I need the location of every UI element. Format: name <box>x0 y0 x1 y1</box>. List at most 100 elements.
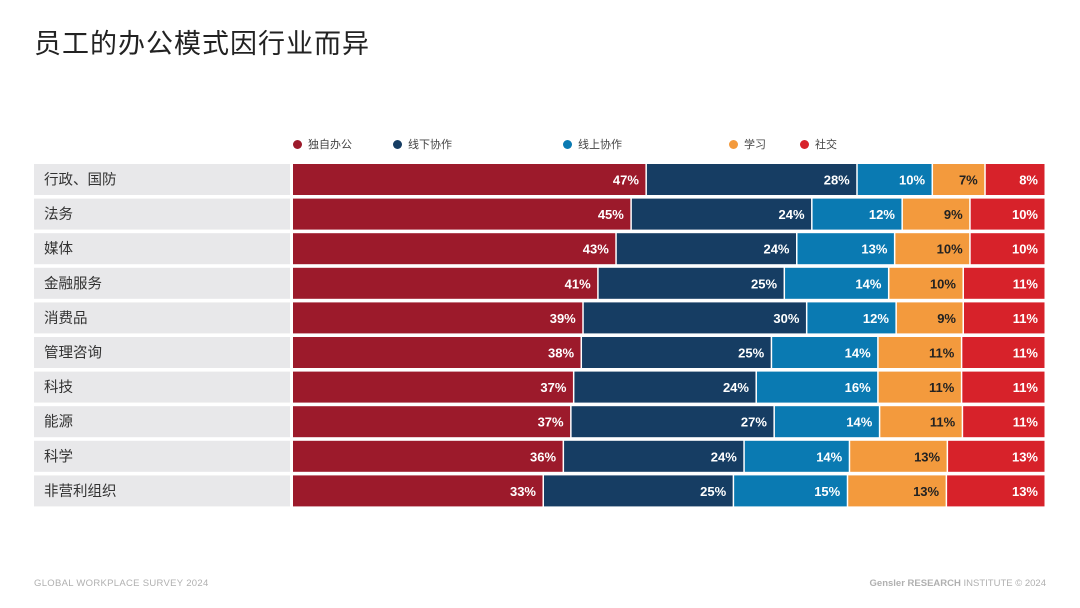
data-label: 38% <box>548 346 574 361</box>
bar-segment <box>571 406 774 438</box>
data-label: 24% <box>711 449 737 464</box>
data-label: 41% <box>565 276 591 291</box>
data-label: 30% <box>773 311 799 326</box>
category-label: 管理咨询 <box>44 345 102 362</box>
category-label: 法务 <box>44 206 73 223</box>
data-label: 43% <box>583 242 609 257</box>
bar-segment <box>895 233 970 265</box>
data-label: 15% <box>814 484 840 499</box>
legend-item-1: 线下协作 <box>393 136 452 152</box>
bar-segment <box>963 267 1045 299</box>
bar-segment <box>293 164 646 195</box>
data-label: 10% <box>937 242 963 257</box>
data-label: 11% <box>1013 415 1039 430</box>
category-label-bg <box>34 302 290 334</box>
data-label: 10% <box>899 173 925 188</box>
footer-survey-label: GLOBAL WORKPLACE SURVEY 2024 <box>34 578 209 589</box>
bar-segment <box>785 267 888 299</box>
data-label: 47% <box>613 173 639 188</box>
category-label: 媒体 <box>44 241 73 258</box>
data-label: 36% <box>530 449 556 464</box>
bar-segment <box>756 371 878 403</box>
bar-segment <box>598 267 784 299</box>
category-label: 行政、国防 <box>44 172 117 189</box>
data-label: 8% <box>1019 173 1038 188</box>
bar-segment <box>293 371 573 403</box>
data-label: 37% <box>540 380 566 395</box>
bar-segment <box>848 475 946 507</box>
legend-swatch <box>293 139 302 149</box>
category-label-bg <box>34 198 290 230</box>
data-label: 25% <box>738 346 764 361</box>
legend-swatch <box>563 139 572 149</box>
category-label-bg <box>34 475 290 507</box>
data-label: 24% <box>779 207 805 222</box>
data-label: 12% <box>869 207 895 222</box>
data-label: 25% <box>751 276 777 291</box>
data-label: 13% <box>1012 449 1038 464</box>
bar-segment <box>878 371 961 403</box>
bar-segment <box>962 337 1045 368</box>
data-label: 37% <box>538 415 564 430</box>
bar-segment <box>293 302 583 334</box>
data-label: 11% <box>929 380 955 395</box>
data-label: 45% <box>598 207 624 222</box>
bar-segment <box>734 475 847 507</box>
bar-segment <box>744 440 849 472</box>
legend-label: 线下协作 <box>408 138 452 151</box>
data-label: 10% <box>1012 242 1038 257</box>
data-label: 14% <box>845 346 871 361</box>
category-label: 能源 <box>44 414 73 431</box>
data-label: 13% <box>914 449 940 464</box>
legend-item-4: 社交 <box>800 136 837 152</box>
bar-segment <box>857 164 932 195</box>
category-label: 科学 <box>44 448 73 465</box>
bar-segment <box>970 233 1045 265</box>
data-label: 9% <box>937 311 956 326</box>
footer-brand-rest: INSTITUTE © 2024 <box>960 578 1046 589</box>
category-label-bg <box>34 406 290 438</box>
bar-segment <box>583 302 806 334</box>
data-label: 14% <box>846 415 872 430</box>
legend-label: 独自办公 <box>308 138 352 151</box>
data-label: 33% <box>510 484 536 499</box>
data-label: 11% <box>1013 276 1039 291</box>
bar-segment <box>616 233 797 265</box>
category-label-bg <box>34 440 290 472</box>
bar-segment <box>933 164 985 195</box>
data-label: 7% <box>959 173 978 188</box>
data-label: 14% <box>855 276 881 291</box>
legend-label: 学习 <box>744 138 766 151</box>
bar-segment <box>544 475 733 507</box>
data-label: 13% <box>1012 484 1038 499</box>
category-label-bg <box>34 267 290 299</box>
category-label-bg <box>34 337 290 368</box>
legend-swatch <box>800 139 809 149</box>
bar-segment <box>963 406 1045 438</box>
category-label-bg <box>34 371 290 403</box>
data-label: 24% <box>723 380 749 395</box>
legend-item-2: 线上协作 <box>563 136 622 152</box>
data-label: 11% <box>930 415 956 430</box>
bar-segment <box>293 233 616 265</box>
data-label: 9% <box>944 207 963 222</box>
bar-segment <box>774 406 879 438</box>
bar-segment <box>985 164 1045 195</box>
bar-segment <box>880 406 962 438</box>
bar-segment <box>807 302 896 334</box>
data-label: 28% <box>824 173 850 188</box>
bar-segment <box>293 198 631 230</box>
bar-segment <box>812 198 902 230</box>
legend: 独自办公 线下协作 线上协作 学习 社交 <box>0 136 1080 156</box>
footer-brand: Gensler RESEARCH INSTITUTE © 2024 <box>870 578 1046 589</box>
bar-segment <box>582 337 771 368</box>
data-label: 27% <box>741 415 767 430</box>
data-label: 10% <box>930 276 956 291</box>
data-label: 11% <box>1013 346 1039 361</box>
bar-segment <box>902 198 970 230</box>
bar-segment <box>564 440 744 472</box>
data-label: 39% <box>550 311 576 326</box>
bar-segment <box>772 337 878 368</box>
category-label-bg <box>34 233 290 265</box>
